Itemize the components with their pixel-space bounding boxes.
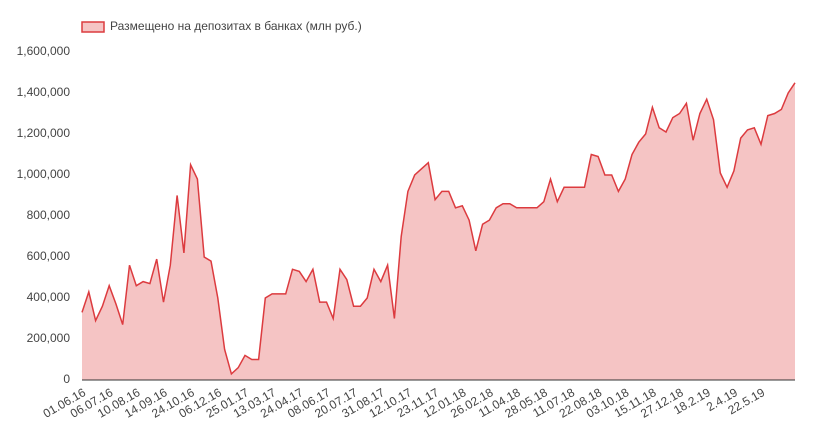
y-tick-label: 1,000,000 bbox=[17, 167, 71, 181]
y-tick-label: 400,000 bbox=[27, 290, 71, 304]
y-tick-label: 1,400,000 bbox=[17, 85, 71, 99]
area bbox=[82, 82, 795, 381]
line bbox=[81, 82, 796, 376]
y-tick-label: 1,200,000 bbox=[17, 126, 71, 140]
y-tick-label: 1,600,000 bbox=[17, 44, 71, 58]
y-tick-label: 800,000 bbox=[27, 208, 71, 222]
legend-swatch bbox=[81, 21, 105, 33]
legend-label: Размещено на депозитах в банках (млн руб… bbox=[110, 19, 362, 33]
y-tick-label: 200,000 bbox=[27, 331, 71, 345]
y-tick-label: 600,000 bbox=[27, 249, 71, 263]
y-tick-label: 0 bbox=[63, 372, 70, 386]
